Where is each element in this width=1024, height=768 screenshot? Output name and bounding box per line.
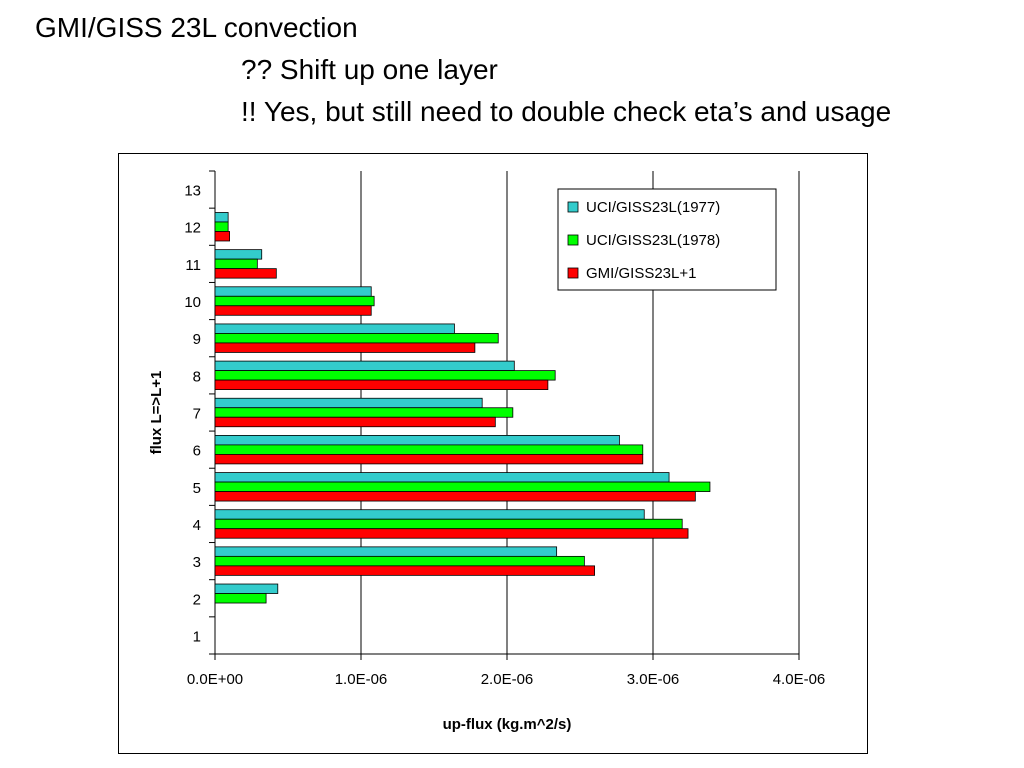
legend-label: UCI/GISS23L(1977)	[586, 199, 720, 216]
bar	[214, 444, 644, 455]
y-tick-label: 11	[185, 257, 201, 274]
bar	[214, 518, 683, 530]
bar	[214, 286, 372, 297]
y-tick-label: 10	[184, 294, 201, 311]
bar	[214, 397, 483, 409]
x-tick-label: 3.0E-06	[627, 671, 680, 688]
bar	[214, 268, 277, 279]
bar	[214, 249, 263, 260]
bar	[214, 295, 375, 307]
bar	[214, 379, 549, 390]
bar	[214, 333, 499, 344]
y-tick-label: 4	[193, 517, 201, 534]
legend-label: UCI/GISS23L(1978)	[586, 232, 720, 249]
legend-swatch	[567, 234, 579, 246]
y-tick-label: 8	[193, 368, 201, 385]
chart-frame: 0.0E+00 1.0E-06 2.0E-06 3.0E-06 4.0E-06 1 2 3 4 5…	[118, 153, 868, 754]
y-tick-label: 13	[184, 183, 201, 200]
bar	[214, 323, 455, 334]
bar	[214, 528, 689, 539]
bar	[214, 583, 279, 594]
y-tick-label: 12	[184, 220, 201, 237]
y-tick-label: 5	[193, 480, 201, 497]
bar	[214, 454, 644, 465]
bar	[214, 416, 496, 428]
bar	[214, 472, 670, 483]
y-tick-label: 6	[193, 443, 201, 460]
note-shift-question: ?? Shift up one layer	[241, 54, 498, 85]
bar	[214, 546, 558, 557]
bar	[214, 435, 620, 446]
x-axis-title: up-flux (kg.m^2/s)	[443, 716, 572, 733]
legend-box	[557, 188, 777, 291]
bar	[214, 342, 476, 353]
bar	[214, 212, 229, 223]
bar	[214, 258, 258, 270]
bar	[214, 565, 596, 576]
bar	[214, 491, 696, 502]
legend-swatch	[567, 267, 579, 279]
bar	[214, 231, 230, 242]
bar	[214, 509, 645, 520]
legend-label: GMI/GISS23L+1	[586, 265, 696, 282]
y-tick-label: 7	[193, 406, 201, 423]
x-tick-label: 1.0E-06	[335, 671, 388, 688]
bar	[214, 481, 711, 492]
x-tick-label: 4.0E-06	[773, 671, 826, 688]
y-axis-title: flux L=>L+1	[148, 371, 165, 455]
bar	[214, 221, 229, 232]
bar-chart: 0.0E+00 1.0E-06 2.0E-06 3.0E-06 4.0E-0612345…	[148, 170, 826, 733]
bar	[214, 555, 585, 567]
bar	[214, 407, 514, 418]
slide-title: GMI/GISS 23L convection	[35, 12, 358, 43]
y-tick-label: 2	[193, 591, 201, 608]
bar	[214, 370, 556, 381]
legend-swatch	[567, 201, 579, 213]
x-tick-label: 0.0E+00	[187, 671, 243, 688]
bar	[214, 360, 515, 371]
note-double-check: !! Yes, but still need to double check e…	[241, 96, 892, 127]
y-tick-label: 9	[193, 331, 201, 348]
bar	[214, 305, 372, 316]
y-tick-label: 3	[193, 554, 201, 571]
x-tick-label: 2.0E-06	[481, 671, 534, 688]
bar	[214, 593, 267, 604]
y-tick-label: 1	[193, 628, 201, 645]
